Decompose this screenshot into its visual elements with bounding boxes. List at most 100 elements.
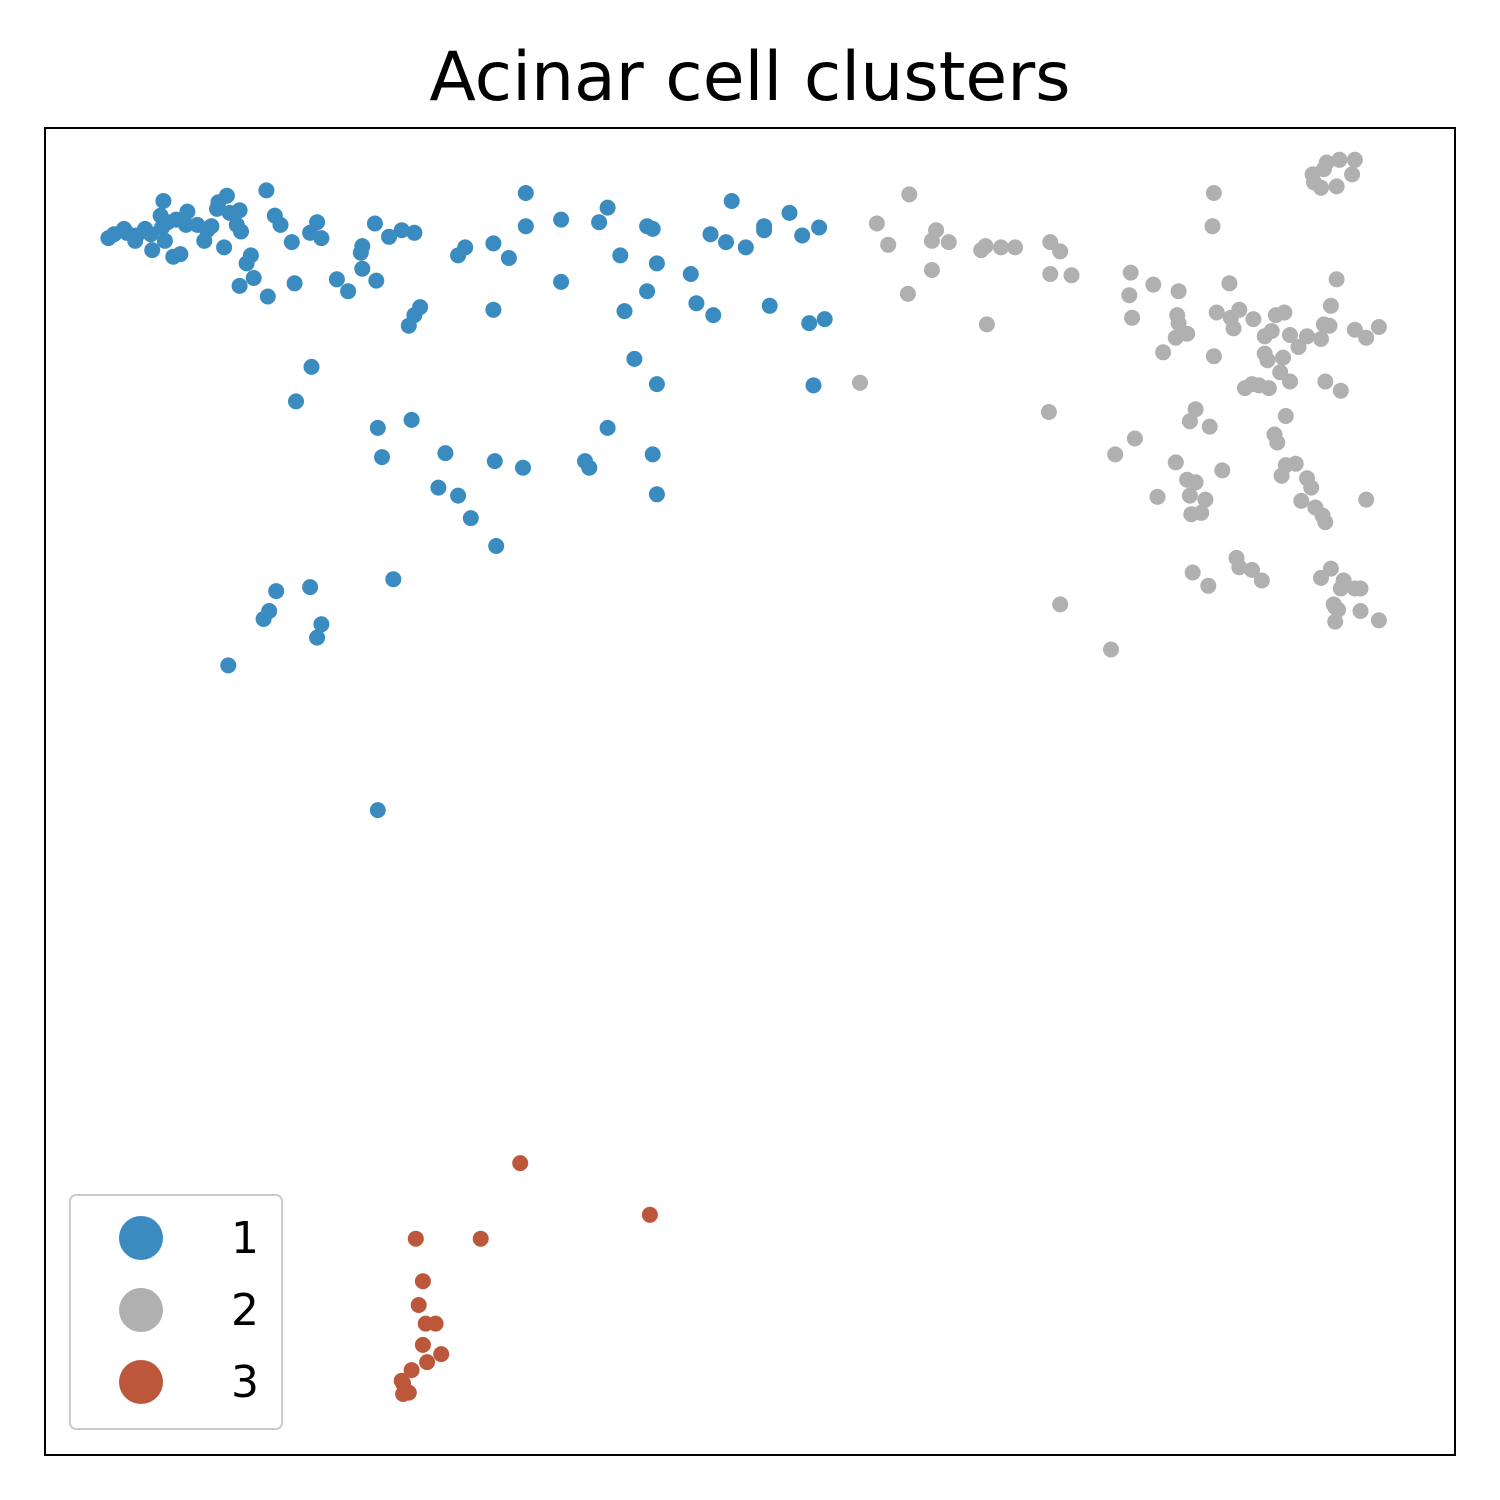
point-cluster-2	[1358, 491, 1375, 508]
point-cluster-2	[1052, 243, 1069, 260]
point-cluster-3	[407, 1230, 424, 1247]
point-cluster-1	[648, 486, 665, 503]
chart-title: Acinar cell clusters	[429, 38, 1071, 117]
legend-label-1: 1	[231, 1213, 259, 1264]
point-cluster-1	[303, 358, 320, 375]
point-cluster-1	[761, 297, 778, 314]
point-cluster-2	[1321, 317, 1338, 334]
point-cluster-1	[218, 187, 235, 204]
point-cluster-2	[1352, 580, 1369, 597]
point-cluster-2	[1197, 491, 1214, 508]
point-cluster-1	[255, 611, 272, 627]
legend: 1 2 3	[69, 1194, 283, 1430]
point-cluster-1	[156, 232, 173, 249]
point-cluster-2	[1358, 329, 1375, 346]
point-cluster-2	[1313, 179, 1329, 196]
point-cluster-1	[648, 255, 665, 272]
legend-label-2: 2	[231, 1285, 259, 1336]
point-cluster-3	[414, 1336, 431, 1353]
point-cluster-1	[517, 185, 534, 201]
point-cluster-3	[512, 1155, 529, 1172]
point-cluster-2	[1315, 161, 1332, 178]
point-cluster-2	[899, 285, 916, 302]
point-cluster-1	[599, 419, 616, 436]
point-cluster-1	[816, 311, 833, 328]
point-cluster-1	[313, 616, 330, 633]
point-cluster-2	[1322, 297, 1339, 314]
point-cluster-2	[1121, 287, 1138, 304]
point-cluster-1	[259, 288, 276, 305]
point-cluster-1	[485, 301, 502, 318]
point-cluster-1	[639, 283, 656, 300]
point-cluster-1	[340, 283, 357, 300]
point-cluster-2	[1204, 218, 1221, 235]
point-cluster-1	[245, 270, 262, 286]
point-cluster-1	[288, 393, 304, 410]
point-cluster-1	[737, 239, 754, 256]
point-cluster-1	[450, 247, 467, 264]
point-cluster-1	[302, 579, 319, 596]
point-cluster-1	[381, 228, 397, 245]
point-cluster-1	[374, 449, 390, 466]
point-cluster-1	[220, 657, 237, 674]
point-cluster-2	[1179, 325, 1196, 342]
legend-label-3: 3	[231, 1357, 259, 1408]
point-cluster-2	[1331, 151, 1348, 168]
legend-marker-2	[119, 1288, 163, 1332]
point-cluster-1	[268, 583, 285, 600]
point-cluster-1	[179, 203, 196, 220]
point-cluster-2	[1103, 641, 1119, 658]
point-cluster-2	[1149, 488, 1166, 505]
point-cluster-3	[472, 1230, 489, 1247]
point-cluster-2	[1221, 275, 1238, 292]
point-cluster-1	[309, 214, 326, 231]
point-cluster-3	[427, 1315, 444, 1332]
point-cluster-2	[1332, 580, 1349, 597]
point-cluster-2	[1187, 474, 1204, 491]
point-cluster-2	[1314, 507, 1331, 524]
point-cluster-1	[328, 271, 345, 288]
point-cluster-1	[723, 193, 740, 209]
point-cluster-1	[203, 218, 220, 235]
point-cluster-1	[811, 219, 828, 236]
point-cluster-2	[1313, 331, 1329, 347]
point-cluster-2	[1276, 304, 1293, 321]
point-cluster-2	[1063, 267, 1080, 284]
point-cluster-1	[756, 222, 773, 239]
point-cluster-1	[144, 242, 161, 259]
point-cluster-1	[517, 218, 534, 235]
point-cluster-1	[648, 376, 665, 393]
point-cluster-1	[500, 250, 517, 266]
point-cluster-2	[1245, 311, 1262, 328]
point-cluster-1	[801, 315, 818, 332]
point-cluster-2	[1328, 178, 1345, 195]
point-cluster-1	[688, 295, 705, 312]
point-cluster-1	[368, 272, 385, 289]
point-cluster-2	[880, 236, 897, 253]
point-cluster-1	[385, 571, 402, 588]
point-cluster-2	[1282, 327, 1298, 343]
point-cluster-3	[641, 1206, 658, 1223]
point-cluster-2	[1287, 455, 1304, 472]
point-cluster-1	[626, 350, 643, 367]
point-cluster-2	[1299, 328, 1315, 345]
point-cluster-2	[1170, 283, 1187, 300]
point-cluster-3	[433, 1346, 450, 1363]
point-cluster-1	[258, 182, 275, 199]
point-cluster-1	[242, 247, 259, 264]
point-cluster-2	[1184, 564, 1201, 581]
point-cluster-2	[1263, 323, 1280, 339]
point-cluster-2	[1327, 613, 1344, 630]
legend-marker-1	[119, 1216, 163, 1260]
point-cluster-2	[928, 222, 945, 239]
point-cluster-2	[1214, 462, 1231, 479]
point-cluster-2	[1007, 239, 1024, 256]
point-cluster-1	[393, 222, 410, 239]
point-cluster-1	[591, 214, 608, 231]
point-cluster-2	[1181, 413, 1198, 430]
point-cluster-1	[805, 377, 822, 394]
point-cluster-1	[116, 220, 132, 237]
point-cluster-1	[599, 199, 616, 216]
point-cluster-2	[1317, 373, 1334, 390]
